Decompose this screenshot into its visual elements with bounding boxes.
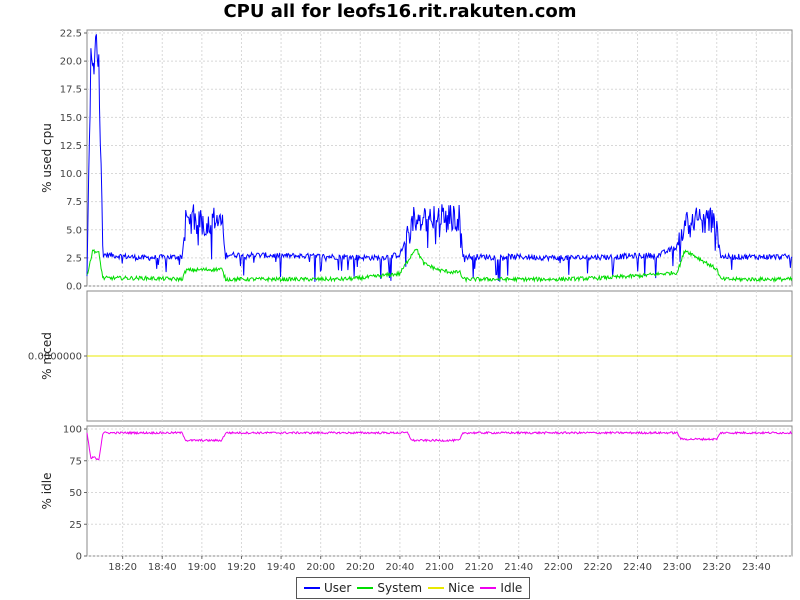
y-tick-label: 12.5 [60, 141, 82, 152]
y-tick-label: 22.5 [60, 29, 82, 40]
x-tick-label: 20:20 [346, 562, 375, 573]
panel-1: 0.0 2.5 5.0 7.5 10.0 12.5 15.0 17.5 20.0 22.5 % us… [40, 29, 793, 293]
x-tick-label: 22:00 [544, 562, 573, 573]
x-tick-label: 20:40 [385, 562, 414, 573]
x-tick-label: 21:20 [465, 562, 494, 573]
legend-swatch [304, 587, 320, 589]
x-tick-label: 21:00 [425, 562, 454, 573]
legend-swatch [480, 587, 497, 589]
legend-swatch [357, 587, 374, 589]
x-tick-label: 23:20 [702, 562, 731, 573]
series-line-idle [86, 430, 793, 461]
y-tick-label: 50 [69, 488, 82, 499]
y-tick-label: 0 [76, 552, 82, 563]
x-tick-label: 19:00 [187, 562, 216, 573]
x-tick-label: 19:20 [227, 562, 256, 573]
y-tick-label: 100 [63, 425, 82, 436]
x-tick-label: 23:00 [663, 562, 692, 573]
series-line-system [86, 248, 793, 284]
y-tick-label: 25 [69, 520, 82, 531]
x-tick-label: 23:40 [742, 562, 771, 573]
panel-3: 0 25 50 75 100 % idle [40, 425, 793, 563]
y-tick-label: 20.0 [60, 57, 82, 68]
chart-title: CPU all for leofs16.rit.rakuten.com [223, 1, 577, 22]
legend-label: System [377, 581, 423, 595]
y-tick-label: 0.0 [66, 282, 82, 293]
y-tick-label: 0.0000000 [28, 352, 82, 363]
x-tick-label: 21:40 [504, 562, 533, 573]
y-tick-label: 5.0 [66, 225, 82, 236]
legend-label: Idle [500, 581, 523, 595]
legend-item-idle: Idle [480, 581, 522, 595]
x-tick-label: 18:20 [108, 562, 137, 573]
legend-item-user: User [304, 581, 351, 595]
x-tick-label: 18:40 [148, 562, 177, 573]
y-axis-label: % niced [40, 332, 54, 380]
x-tick-label: 20:00 [306, 562, 335, 573]
legend-item-nice: Nice [428, 581, 474, 595]
chart-legend: User System Nice Idle [296, 577, 531, 599]
x-tick-label: 19:40 [267, 562, 296, 573]
legend-label: Nice [448, 581, 475, 595]
series-line-user [86, 34, 793, 282]
legend-label: User [324, 581, 352, 595]
y-tick-label: 10.0 [60, 169, 82, 180]
y-tick-label: 2.5 [66, 253, 82, 264]
y-axis-label: % idle [40, 473, 54, 510]
y-tick-label: 15.0 [60, 113, 82, 124]
y-tick-label: 7.5 [66, 197, 82, 208]
y-tick-label: 75 [69, 456, 82, 467]
legend-item-system: System [357, 581, 422, 595]
y-tick-label: 17.5 [60, 85, 82, 96]
y-axis-label: % used cpu [40, 123, 54, 193]
legend-swatch [428, 587, 445, 589]
x-tick-label: 22:20 [584, 562, 613, 573]
panel-2: 0.0000000% niced [28, 290, 793, 422]
x-tick-label: 22:40 [623, 562, 652, 573]
